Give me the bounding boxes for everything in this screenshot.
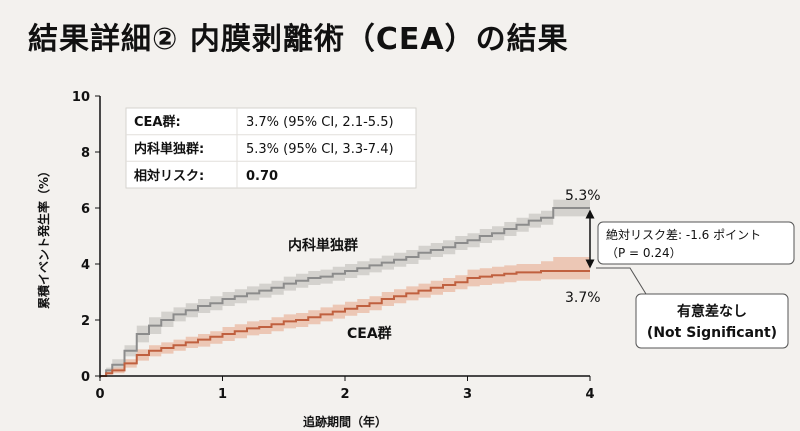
y-tick-label-5: 10 bbox=[72, 90, 90, 105]
table-row-2-value: 0.70 bbox=[246, 169, 278, 184]
y-tick-label-3: 6 bbox=[81, 202, 90, 217]
table-row-0-label: CEA群: bbox=[134, 114, 181, 130]
x-tick-label-1: 1 bbox=[218, 387, 227, 402]
series-line-1 bbox=[100, 270, 590, 377]
y-tick-label-1: 2 bbox=[81, 314, 90, 329]
series-lines bbox=[100, 207, 590, 377]
ns-text-1: 有意差なし bbox=[677, 303, 747, 320]
table-row-2-label: 相対リスク: bbox=[134, 168, 204, 184]
x-tick-label-2: 2 bbox=[340, 387, 349, 402]
slide-title: 結果詳細② 内膜剥離術（CEA）の結果 bbox=[28, 22, 569, 57]
x-tick-label-4: 4 bbox=[585, 387, 594, 402]
risk-diff-text-2: （P = 0.24） bbox=[606, 246, 682, 260]
y-tick-label-0: 0 bbox=[81, 370, 90, 385]
ns-text-2: (Not Significant) bbox=[647, 325, 777, 341]
table-row-1-value: 5.3% (95% CI, 3.3-7.4) bbox=[246, 142, 394, 157]
x-tick-label-0: 0 bbox=[95, 387, 104, 402]
y-tick-label-2: 4 bbox=[81, 258, 90, 273]
x-tick-label-3: 3 bbox=[463, 387, 472, 402]
series-label-cea: CEA群 bbox=[347, 325, 392, 342]
series-label-medical: 内科単独群 bbox=[288, 237, 358, 254]
ci-band-1 bbox=[100, 257, 590, 376]
end-label-medical: 5.3% bbox=[565, 188, 601, 204]
y-tick-label-4: 8 bbox=[81, 146, 90, 161]
ns-connector bbox=[596, 267, 647, 295]
risk-diff-text-1: 絶対リスク差: -1.6 ポイント bbox=[606, 227, 761, 242]
summary-table: CEA群: 3.7% (95% CI, 2.1-5.5) 内科単独群: 5.3%… bbox=[125, 107, 417, 189]
table-row-1-label: 内科単独群: bbox=[134, 141, 204, 157]
y-axis-label: 累積イベント発生率（%） bbox=[36, 165, 51, 309]
end-label-cea: 3.7% bbox=[565, 290, 601, 306]
axis-ticks: 0 1 2 3 4 0 2 4 6 8 10 bbox=[72, 90, 595, 402]
not-significant-callout: 有意差なし (Not Significant) bbox=[635, 293, 789, 349]
x-axis-label: 追跡期間（年） bbox=[303, 414, 387, 429]
series-line-0 bbox=[100, 207, 590, 377]
risk-diff-callout: 絶対リスク差: -1.6 ポイント （P = 0.24） bbox=[597, 221, 795, 265]
table-row-0-value: 3.7% (95% CI, 2.1-5.5) bbox=[246, 115, 394, 130]
